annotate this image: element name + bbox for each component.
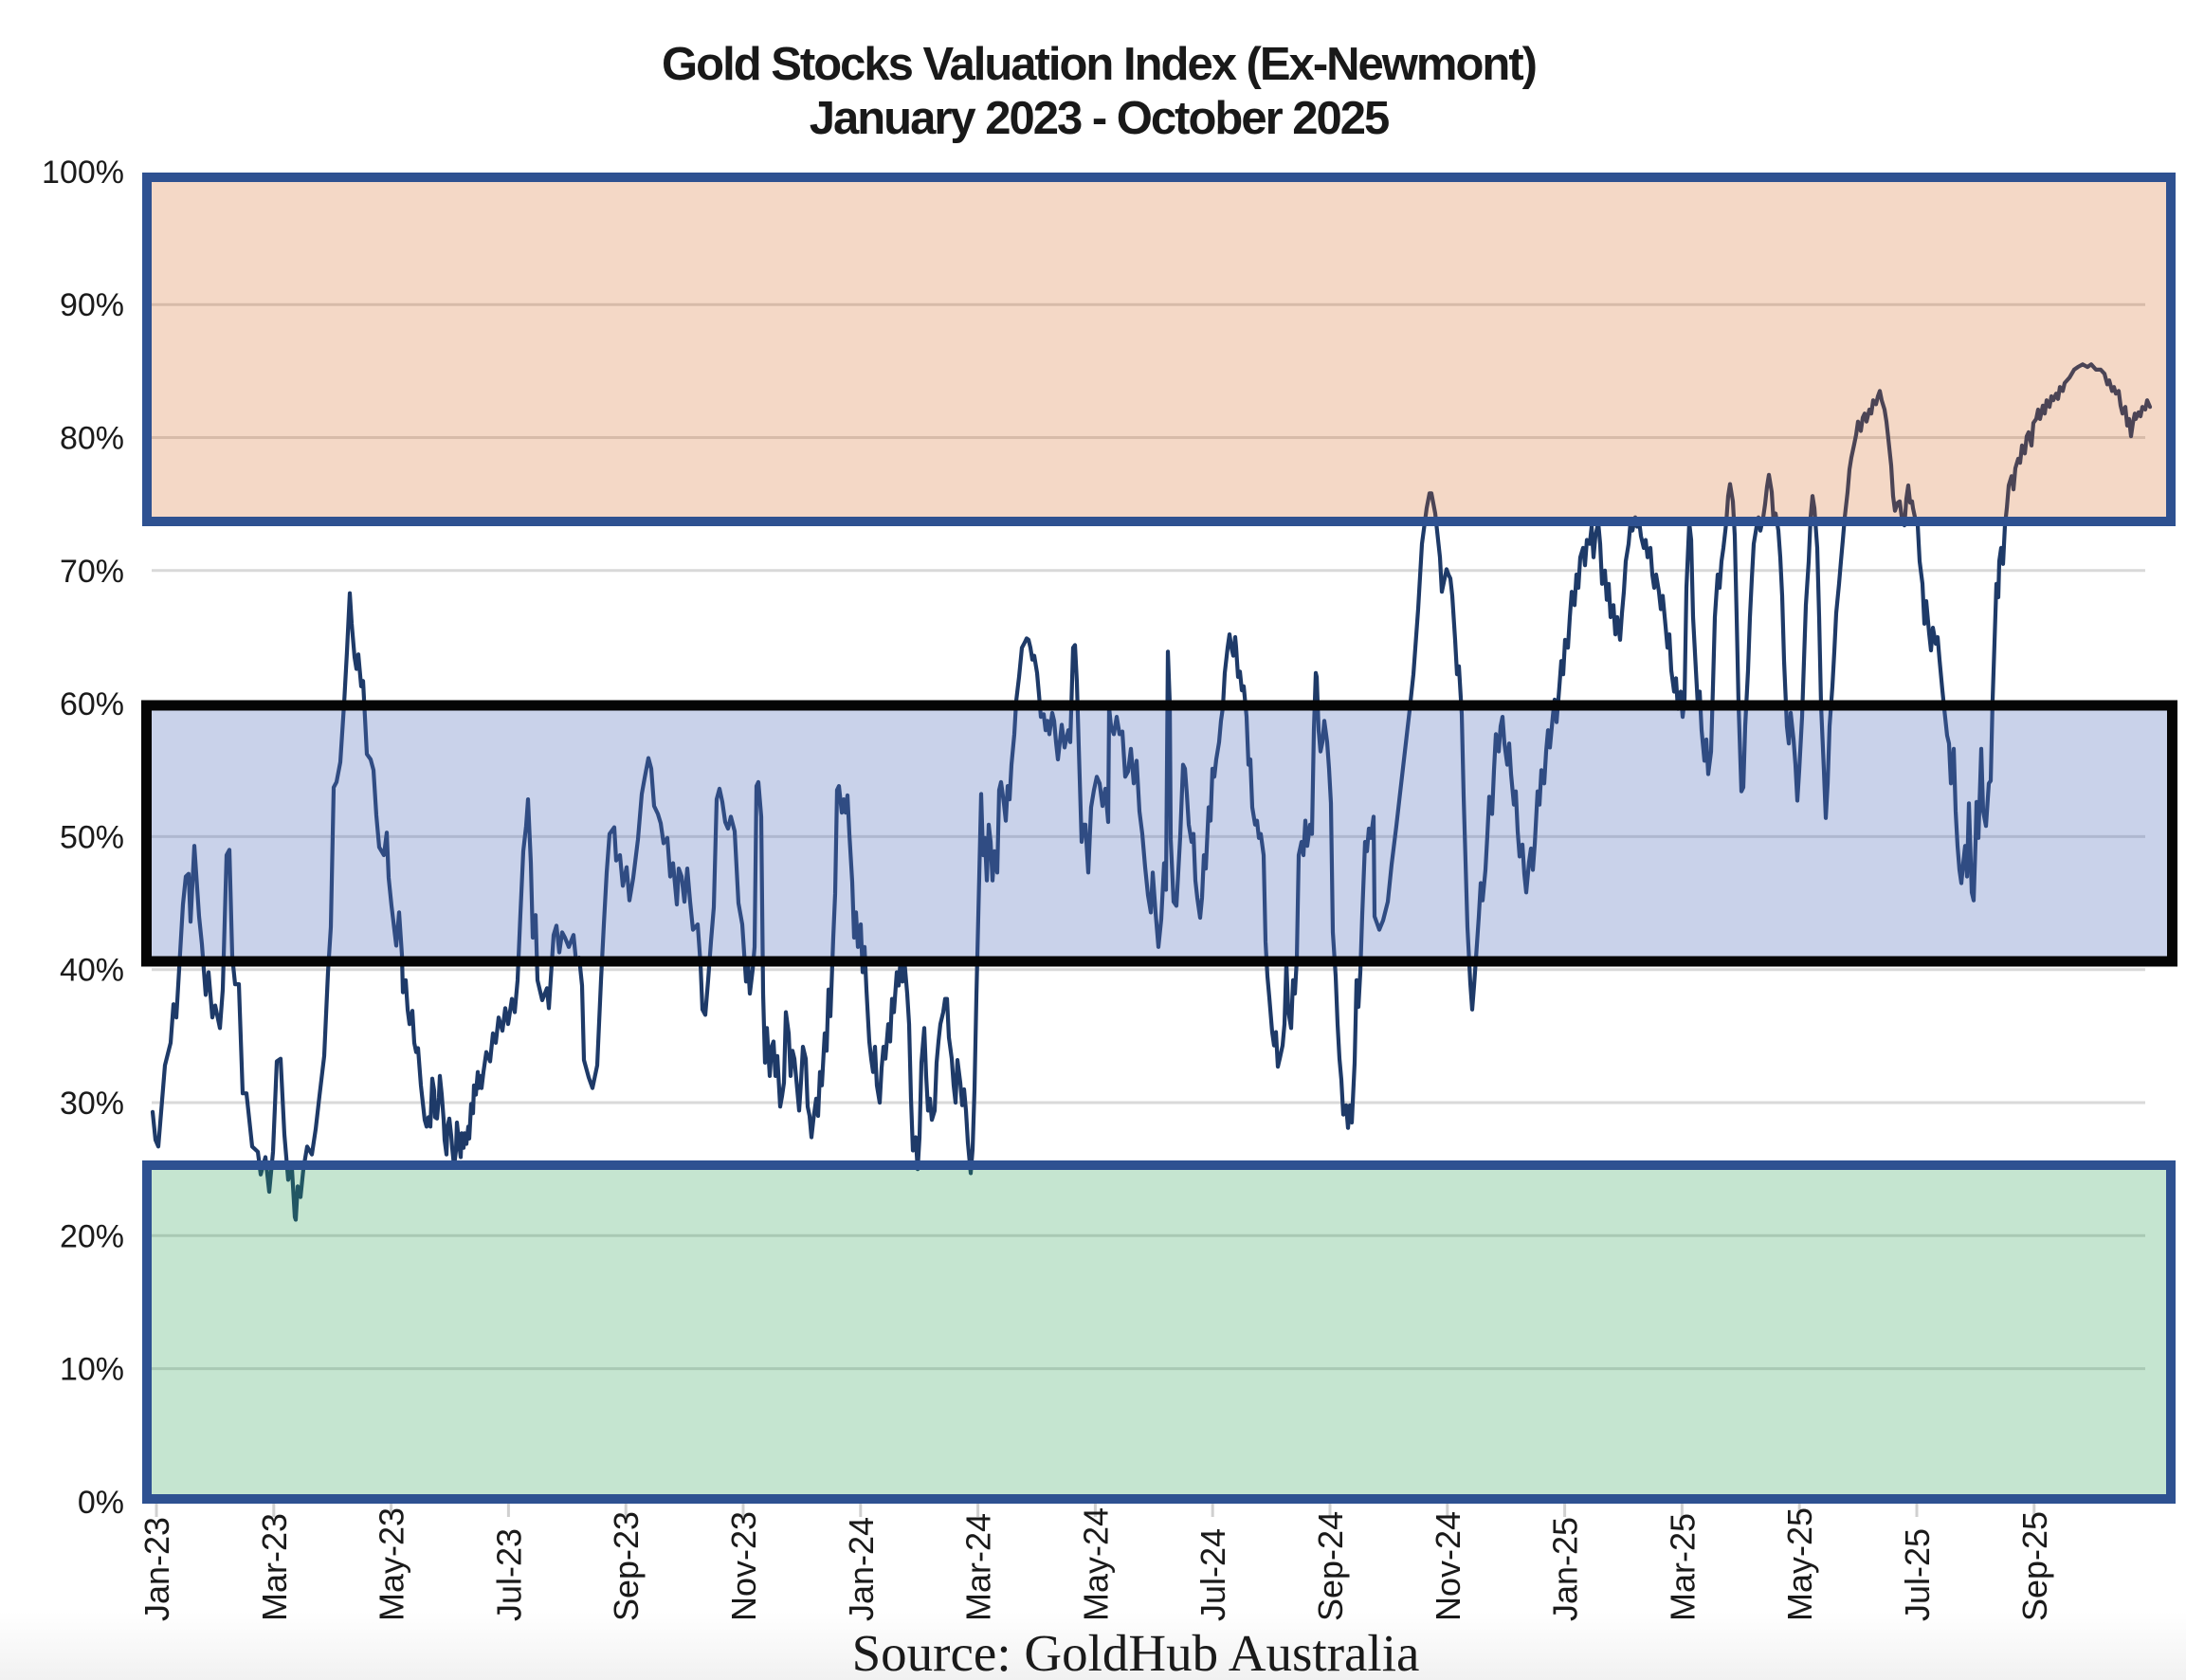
svg-text:Jan-23: Jan-23 [137,1517,176,1621]
svg-text:90%: 90% [60,287,124,323]
svg-text:20%: 20% [60,1218,124,1254]
svg-text:May-24: May-24 [1076,1507,1115,1621]
svg-text:10%: 10% [60,1352,124,1388]
svg-text:Mar-25: Mar-25 [1663,1513,1702,1621]
svg-text:Jul-23: Jul-23 [489,1528,528,1621]
svg-text:Nov-24: Nov-24 [1429,1511,1467,1621]
svg-text:80%: 80% [60,421,124,457]
svg-text:Jan-25: Jan-25 [1546,1517,1585,1621]
svg-text:May-23: May-23 [373,1507,411,1621]
svg-text:0%: 0% [78,1485,124,1521]
svg-text:Mar-23: Mar-23 [255,1513,294,1621]
svg-text:60%: 60% [60,686,124,722]
svg-text:Sep-23: Sep-23 [607,1511,646,1621]
svg-text:40%: 40% [60,953,124,989]
svg-text:Sep-25: Sep-25 [2015,1511,2054,1621]
svg-text:Nov-23: Nov-23 [724,1511,763,1621]
svg-text:Jan-24: Jan-24 [842,1517,881,1621]
svg-text:30%: 30% [60,1086,124,1122]
svg-text:May-25: May-25 [1780,1507,1819,1621]
svg-text:Mar-24: Mar-24 [959,1513,998,1621]
svg-text:70%: 70% [60,554,124,590]
svg-text:50%: 50% [60,819,124,855]
svg-text:Jul-24: Jul-24 [1193,1528,1232,1621]
svg-text:Jul-25: Jul-25 [1898,1528,1937,1621]
svg-text:100%: 100% [42,155,124,191]
svg-text:Sep-24: Sep-24 [1311,1511,1350,1621]
